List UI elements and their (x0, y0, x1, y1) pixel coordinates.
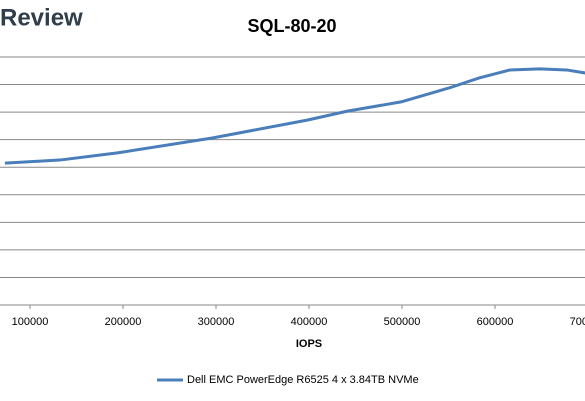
x-tick-label: 400000 (291, 316, 328, 328)
legend-label: Dell EMC PowerEdge R6525 4 x 3.84TB NVMe (187, 374, 419, 386)
x-tick-label: 300000 (198, 316, 235, 328)
x-tick-label: 200000 (105, 316, 142, 328)
x-tick-label: 600000 (477, 316, 514, 328)
x-tick-label: 500000 (384, 316, 421, 328)
x-tick-label: 100000 (12, 316, 49, 328)
x-tick-label: 700000 (570, 316, 585, 328)
chart-title: SQL-80-20 (247, 16, 336, 36)
x-axis-title: IOPS (296, 338, 322, 350)
brand: Review (0, 4, 83, 31)
data-line (4, 67, 585, 165)
